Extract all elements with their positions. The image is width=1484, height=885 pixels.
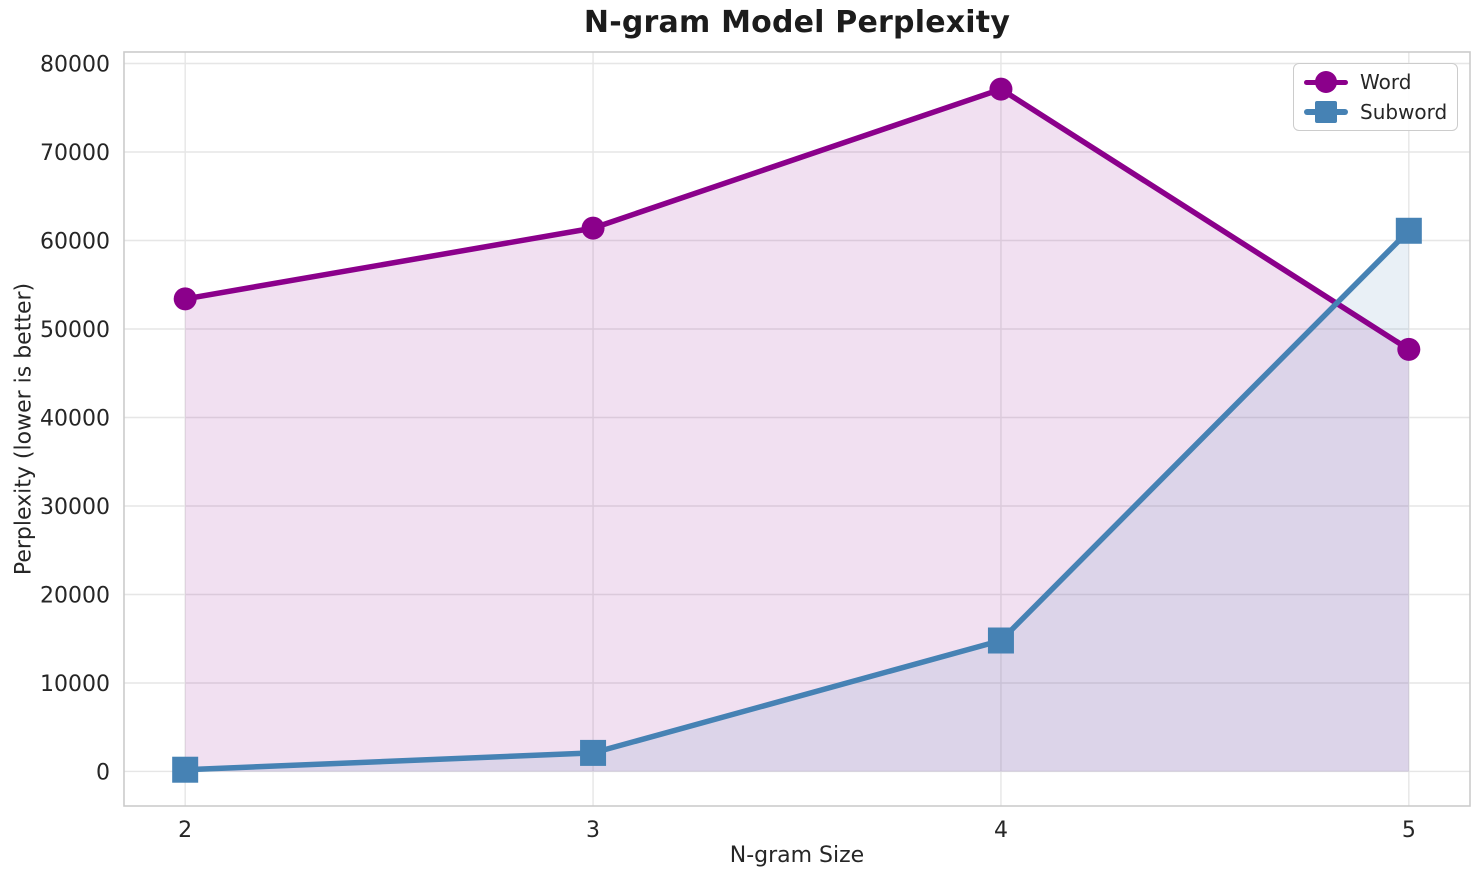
word-circle-marker-icon (1315, 71, 1337, 94)
series-line-subword (182, 228, 1412, 773)
word-series-swatch (1304, 68, 1348, 96)
axes-frame (123, 51, 1471, 807)
plot-border (123, 51, 1471, 807)
y-tick-label-0: 0 (96, 760, 110, 785)
x-tick-label-3: 3 (586, 818, 600, 843)
data-point-word-x4 (989, 77, 1013, 101)
x-tick-label-5: 5 (1402, 818, 1416, 843)
y-tick-label-10000: 10000 (40, 672, 110, 697)
subword-series-swatch (1304, 98, 1348, 126)
area-fill-word (185, 89, 1409, 772)
y-tick-label-80000: 80000 (40, 53, 110, 78)
legend-label-word: Word (1360, 70, 1412, 95)
area-fill-subword (185, 230, 1409, 772)
y-tick-label-30000: 30000 (40, 495, 110, 520)
area-fills-layer (185, 89, 1409, 772)
y-tick-label-20000: 20000 (40, 583, 110, 608)
series-line-word (182, 86, 1412, 353)
series-lines-layer (172, 77, 1422, 783)
x-tick-label-4: 4 (994, 818, 1008, 843)
legend: Word Subword (1293, 63, 1458, 131)
chart-title: N-gram Model Perplexity (583, 5, 1011, 40)
data-point-subword-x4 (987, 627, 1014, 654)
data-point-word-x2 (173, 287, 197, 311)
x-tick-label-2: 2 (178, 818, 192, 843)
legend-label-subword: Subword (1360, 99, 1448, 124)
data-point-subword-x2 (172, 756, 199, 783)
subword-square-marker-icon (1315, 100, 1337, 123)
data-point-subword-x3 (580, 739, 607, 766)
y-tick-label-50000: 50000 (40, 318, 110, 343)
gridlines-layer (124, 52, 1470, 806)
data-point-word-x5 (1397, 337, 1421, 361)
data-point-subword-x5 (1395, 217, 1422, 244)
data-point-word-x3 (581, 216, 605, 240)
y-tick-label-70000: 70000 (40, 141, 110, 166)
tick-labels-layer: 0 10000 20000 30000 40000 50000 60000 70000 8000… (40, 53, 1416, 843)
y-axis-label: Perplexity (lower is better) (11, 282, 37, 576)
x-axis-label: N-gram Size (729, 843, 865, 868)
legend-item-subword: Subword (1304, 98, 1447, 127)
legend-item-word: Word (1304, 68, 1447, 97)
y-tick-label-60000: 60000 (40, 230, 110, 255)
y-tick-label-40000: 40000 (40, 406, 110, 431)
